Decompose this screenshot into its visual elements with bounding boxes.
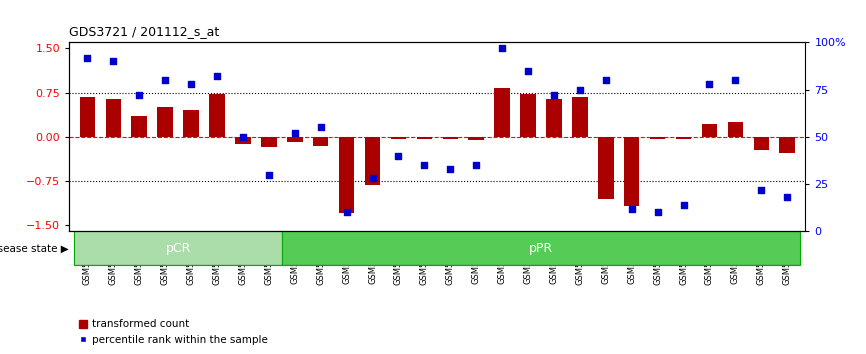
Bar — [74, 231, 281, 266]
Point — [573, 87, 587, 92]
Bar — [210, 95, 225, 137]
Bar — [675, 137, 691, 139]
Bar — [132, 116, 147, 137]
Point — [417, 162, 431, 168]
Point — [184, 81, 198, 87]
Text: pCR: pCR — [165, 242, 191, 255]
Point — [365, 176, 379, 181]
Point — [313, 125, 327, 130]
Point — [547, 92, 561, 98]
Point — [469, 162, 483, 168]
Point — [132, 92, 146, 98]
Legend: transformed count, percentile rank within the sample: transformed count, percentile rank withi… — [74, 315, 272, 349]
Point — [780, 194, 794, 200]
Bar — [598, 137, 614, 199]
Point — [210, 74, 224, 79]
Bar — [417, 137, 432, 139]
Bar — [158, 107, 173, 137]
Bar — [365, 137, 380, 185]
Bar — [727, 122, 743, 137]
Point — [754, 187, 768, 193]
Bar — [313, 137, 328, 146]
Bar — [494, 88, 510, 137]
Bar — [701, 124, 717, 137]
Bar — [391, 137, 406, 139]
Point — [702, 81, 716, 87]
Point — [443, 166, 457, 172]
Point — [288, 130, 301, 136]
Text: disease state ▶: disease state ▶ — [0, 243, 68, 253]
Point — [236, 134, 250, 140]
Bar — [546, 98, 562, 137]
Bar — [650, 137, 665, 139]
Point — [81, 55, 94, 61]
Point — [158, 78, 172, 83]
Point — [107, 58, 120, 64]
Bar — [469, 137, 484, 140]
Point — [676, 202, 690, 207]
Bar — [80, 97, 95, 137]
Bar — [339, 137, 354, 213]
Bar — [572, 97, 588, 137]
Point — [339, 210, 353, 215]
Text: pPR: pPR — [529, 242, 553, 255]
Point — [495, 45, 509, 51]
Bar — [281, 231, 800, 266]
Bar — [779, 137, 795, 153]
Bar — [184, 110, 199, 137]
Bar — [753, 137, 769, 150]
Point — [262, 172, 275, 177]
Bar — [443, 137, 458, 139]
Text: GDS3721 / 201112_s_at: GDS3721 / 201112_s_at — [69, 24, 219, 38]
Point — [650, 210, 664, 215]
Bar — [287, 137, 302, 142]
Point — [599, 78, 613, 83]
Point — [391, 153, 405, 159]
Bar — [624, 137, 639, 206]
Point — [624, 206, 638, 211]
Bar — [261, 137, 276, 148]
Point — [521, 68, 535, 74]
Point — [728, 78, 742, 83]
Bar — [520, 95, 536, 137]
Bar — [236, 137, 251, 144]
Bar — [106, 98, 121, 137]
